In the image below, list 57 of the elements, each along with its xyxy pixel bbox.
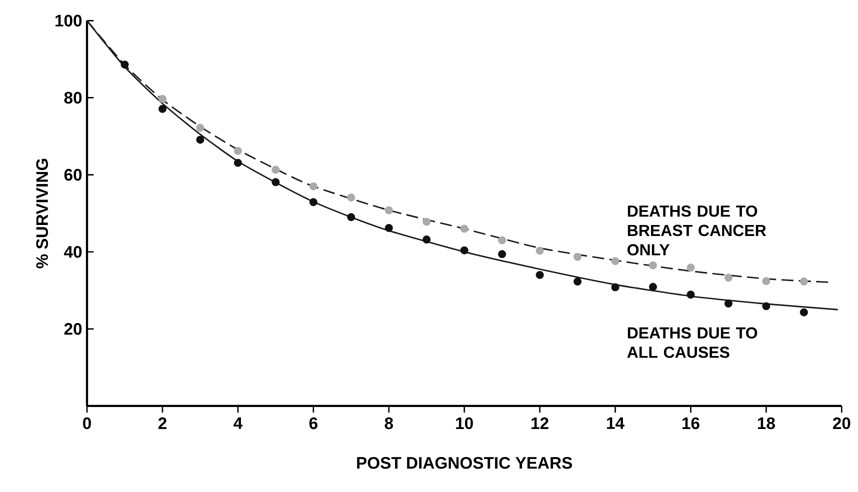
x-tick-label: 20 [832, 417, 850, 430]
x-tick-label: 6 [309, 417, 318, 430]
x-tick-label: 18 [758, 417, 775, 430]
x-tick-label: 10 [456, 417, 473, 430]
point [460, 246, 468, 254]
y-tick-label: 40 [64, 246, 82, 258]
y-tick-label: 20 [64, 323, 82, 335]
point [574, 278, 582, 286]
y-tick-label: 80 [64, 92, 82, 104]
point [800, 278, 808, 286]
point [196, 136, 204, 144]
series-label: DEATHS DUE TO BREAST CANCER ONLY [628, 205, 766, 256]
x-tick-label: 2 [158, 417, 166, 429]
point [648, 261, 657, 270]
point [158, 94, 166, 103]
point [347, 194, 356, 202]
point [686, 290, 695, 299]
point [762, 277, 770, 286]
point [158, 104, 166, 113]
point [272, 166, 280, 174]
point [460, 224, 468, 233]
point [686, 264, 695, 272]
point [234, 146, 242, 155]
x-tick-label: 16 [682, 417, 700, 430]
point [498, 236, 506, 244]
point [309, 198, 318, 206]
point [234, 158, 242, 167]
point [384, 206, 393, 214]
point [611, 257, 620, 266]
series-label: DEATHS DUE TO ALL CAUSES [627, 327, 758, 358]
y-axis-title: % SURVIVING [36, 158, 48, 268]
x-tick-label: 0 [83, 417, 91, 430]
point [611, 283, 620, 292]
x-tick-label: 8 [384, 417, 393, 430]
point [347, 213, 356, 222]
x-tick-label: 4 [234, 417, 242, 429]
point [498, 250, 506, 258]
y-tick-label: 100 [56, 14, 82, 27]
point [272, 178, 280, 186]
point [724, 274, 732, 282]
x-tick-label: 14 [607, 417, 624, 429]
point [196, 124, 204, 132]
point [120, 60, 129, 69]
point [536, 246, 544, 255]
y-tick-label: 60 [64, 168, 82, 181]
point [422, 218, 431, 226]
x-tick-label: 12 [532, 417, 548, 429]
point [724, 299, 732, 308]
x-axis-title: POST DIAGNOSTIC YEARS [357, 456, 572, 469]
point [574, 252, 582, 261]
point [762, 302, 770, 310]
point [536, 270, 544, 279]
point [800, 308, 808, 316]
point [648, 282, 657, 291]
point [384, 224, 393, 232]
point [422, 236, 431, 244]
point [309, 182, 318, 190]
